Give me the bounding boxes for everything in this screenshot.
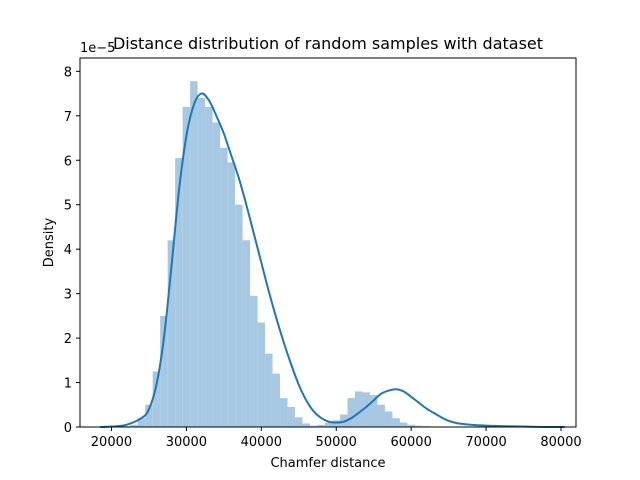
y-axis-label: Density [42,217,57,267]
histogram-bar [220,147,228,428]
plot-frame [79,57,577,428]
x-tick-label: 80000 [540,435,581,450]
histogram-bar [160,315,168,427]
x-tick-label: 40000 [241,435,282,450]
histogram-bar [287,406,296,427]
y-offset-label: 1e−5 [80,41,115,56]
histogram-bar [369,394,378,427]
kde-curve [100,92,565,429]
histogram-bar [152,371,161,427]
histogram-bar [197,98,206,427]
histogram-bar [145,404,153,427]
histogram-bar [227,162,236,428]
histogram-bar [302,423,311,427]
histogram-bar [399,422,408,427]
histogram-bar [325,422,333,427]
y-tick-label: 8 [64,65,72,80]
histogram-bar [407,424,415,427]
histogram-bar [235,204,243,427]
x-tick-label: 50000 [316,435,357,450]
x-tick-label: 70000 [465,435,506,450]
y-tick-label: 7 [64,110,72,125]
histogram-bar [205,106,213,427]
histogram-bar [295,417,303,427]
histogram-bar [265,353,273,427]
x-tick-label: 60000 [390,435,431,450]
y-tick-label: 1 [64,377,72,392]
histogram-bar [175,158,183,427]
x-tick-label: 30000 [166,435,207,450]
x-axis-label: Chamfer distance [270,456,385,471]
histogram-bar [167,240,176,427]
histogram-bar [310,425,318,427]
y-tick-label: 5 [64,199,72,214]
histogram-bar [354,391,363,427]
y-tick-label: 4 [64,243,72,258]
chart-title: Distance distribution of random samples … [113,34,543,53]
x-tick-label: 20000 [91,435,132,450]
y-tick-label: 6 [64,154,72,169]
histogram-bar [182,106,191,427]
histogram-bar [242,240,251,427]
histogram-bar [137,418,146,427]
histogram-bar [257,322,266,427]
histogram-bar [414,425,423,427]
histogram-bar [332,420,340,427]
y-tick-label: 0 [64,421,72,436]
histogram-bar [362,392,370,427]
histogram-bar [250,295,258,427]
y-tick-label: 2 [64,332,72,347]
histogram-bar [317,424,326,427]
histogram-bar [280,398,288,427]
histogram-bar [190,81,198,427]
histogram-bar [347,398,355,427]
histogram-bar [377,404,385,427]
histogram-bar [384,411,393,427]
y-axis-ticks: 0 1 2 3 4 5 6 7 8 [64,65,80,436]
histogram-bar [272,373,281,427]
x-axis-ticks: 20000 30000 40000 50000 60000 70000 80000 [91,427,582,450]
histogram-bar [212,122,221,427]
histogram-bar [130,424,138,427]
histogram-bars [115,81,453,428]
histogram-bar [392,418,400,427]
y-tick-label: 3 [64,288,72,303]
